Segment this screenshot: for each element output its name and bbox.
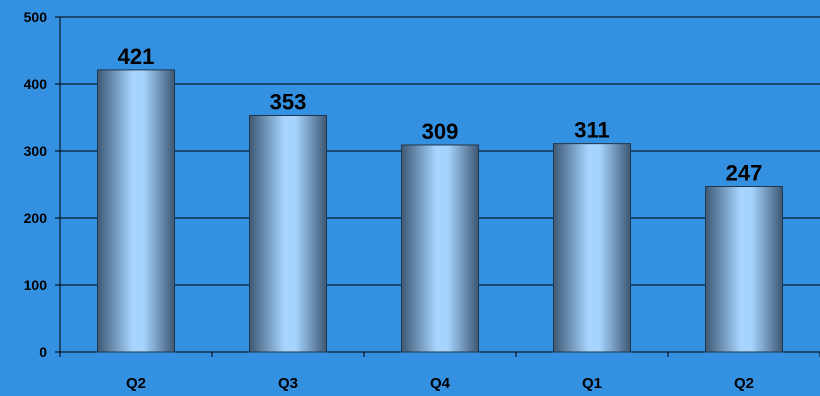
- x-tick-label: Q2: [734, 375, 754, 392]
- y-tick-label: 200: [24, 210, 48, 226]
- y-tick-label: 400: [24, 76, 48, 92]
- data-label: 311: [574, 118, 610, 143]
- x-tick-label: Q4: [430, 375, 451, 392]
- y-tick-label: 100: [24, 277, 48, 293]
- y-tick-label: 500: [24, 9, 48, 25]
- y-tick-label: 300: [24, 143, 48, 159]
- y-tick-label: 0: [39, 344, 47, 360]
- axes: 0 100 200 300 400 500: [24, 9, 820, 360]
- labels: 421 Q2 353 Q3 309 Q4 311 Q1 247 Q2: [118, 44, 763, 392]
- data-label: 247: [726, 161, 763, 186]
- bars: [97, 69, 783, 353]
- x-tick-label: Q2: [126, 375, 146, 392]
- x-tick-label: Q3: [278, 375, 298, 392]
- data-label: 421: [118, 44, 155, 69]
- bar-q4-2: [401, 144, 479, 353]
- data-label: 309: [422, 119, 459, 144]
- bar-q2-4: [705, 186, 783, 353]
- bar-q3-1: [249, 114, 327, 353]
- x-tick-label: Q1: [582, 375, 602, 392]
- bar-q2-0: [97, 69, 175, 353]
- bar-q1-3: [553, 143, 631, 353]
- data-label: 353: [270, 89, 307, 114]
